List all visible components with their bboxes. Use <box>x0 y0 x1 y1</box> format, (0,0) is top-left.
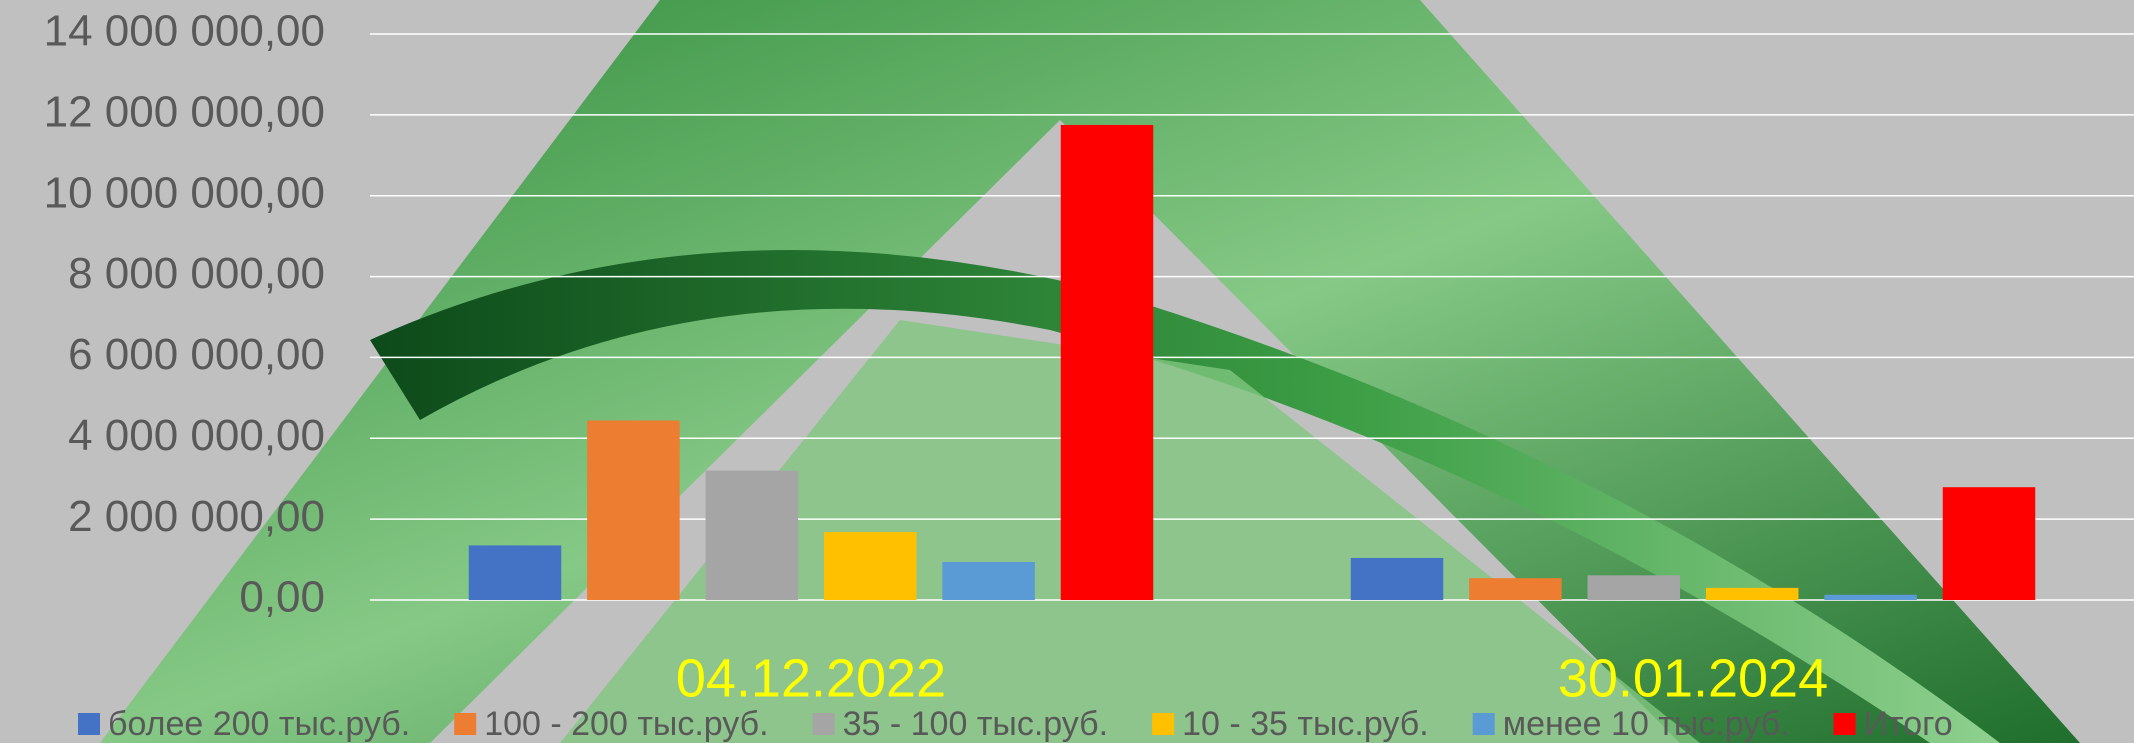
y-tick-label: 6 000 000,00 <box>68 330 325 379</box>
y-tick-label: 10 000 000,00 <box>44 168 325 217</box>
legend-swatch <box>454 713 476 735</box>
bar <box>1824 595 1917 600</box>
bar <box>1943 487 2036 600</box>
chart: 0,00 2 000 000,00 4 000 000,00 6 000 000,00… <box>0 0 2134 743</box>
legend-label: 10 - 35 тыс.руб. <box>1182 705 1429 743</box>
bar <box>1469 578 1562 600</box>
legend-label: 100 - 200 тыс.руб. <box>484 705 768 743</box>
legend-swatch <box>813 713 835 735</box>
bar <box>706 471 799 600</box>
legend-swatch <box>1834 713 1856 735</box>
y-tick-label: 12 000 000,00 <box>44 87 325 136</box>
legend-swatch <box>1152 713 1174 735</box>
y-tick-label: 4 000 000,00 <box>68 411 325 460</box>
y-tick-label: 14 000 000,00 <box>44 7 325 56</box>
legend-label: более 200 тыс.руб. <box>108 705 410 743</box>
bar <box>1588 575 1681 600</box>
legend-swatch <box>1473 713 1495 735</box>
legend-swatch <box>78 713 100 735</box>
y-tick-label: 0,00 <box>239 573 325 622</box>
bar <box>587 420 680 600</box>
x-tick-label: 30.01.2024 <box>1558 648 1828 708</box>
legend-label: менее 10 тыс.руб. <box>1503 705 1790 743</box>
x-tick-label: 04.12.2022 <box>676 648 946 708</box>
y-tick-label: 8 000 000,00 <box>68 249 325 298</box>
bar <box>942 562 1035 600</box>
bar <box>1351 558 1444 600</box>
y-tick-label: 2 000 000,00 <box>68 492 325 541</box>
bar <box>1706 588 1799 600</box>
bar <box>824 532 917 600</box>
legend-label: 35 - 100 тыс.руб. <box>843 705 1109 743</box>
legend-label: Итого <box>1864 705 1953 743</box>
bar <box>1061 125 1154 600</box>
bar <box>469 545 562 600</box>
